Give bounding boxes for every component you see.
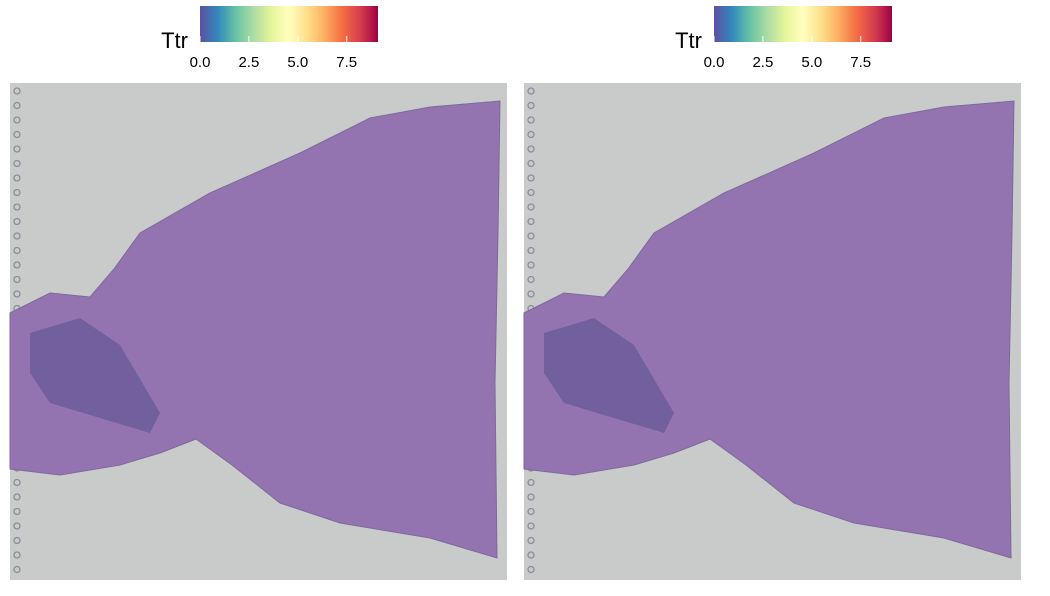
fiducial <box>527 246 535 255</box>
fiducial <box>13 232 21 240</box>
fiducial <box>13 101 21 110</box>
tissue-dark-region <box>30 318 160 433</box>
fiducial <box>527 130 535 139</box>
fiducial <box>527 159 535 168</box>
fiducial <box>527 87 535 95</box>
fiducial <box>527 101 535 110</box>
fiducial <box>527 493 535 501</box>
fiducial <box>527 290 535 298</box>
fiducial <box>527 565 535 574</box>
fiducial <box>13 493 21 501</box>
panel <box>9 83 507 580</box>
fiducial <box>13 87 21 95</box>
legend-title: Ttr <box>161 28 188 53</box>
fiducial <box>527 217 535 226</box>
colorbar-tick-label: 7.5 <box>850 54 871 71</box>
fiducial <box>13 159 21 168</box>
colorbar <box>714 6 892 42</box>
fiducial <box>527 536 535 545</box>
fiducial <box>527 507 535 516</box>
fiducial <box>527 203 535 211</box>
fiducial <box>13 551 21 559</box>
fiducial <box>13 522 21 530</box>
fiducial <box>13 246 21 255</box>
fiducial <box>13 188 21 197</box>
colorbar-tick-label: 5.0 <box>801 54 822 71</box>
fiducial <box>13 130 21 139</box>
colorbar-tick-label: 7.5 <box>336 54 357 71</box>
fiducial <box>527 174 535 182</box>
panel <box>523 83 1021 580</box>
fiducial <box>527 551 535 559</box>
fiducial <box>527 261 535 269</box>
fiducial <box>13 145 21 153</box>
fiducial <box>13 536 21 545</box>
fiducial <box>13 565 21 574</box>
fiducial <box>527 116 535 124</box>
colorbar-tick-label: 2.5 <box>752 54 773 71</box>
tissue <box>9 100 501 559</box>
tissue <box>523 100 1015 559</box>
colorbar-tick-label: 0.0 <box>704 54 725 71</box>
fiducial <box>13 203 21 211</box>
fiducial <box>527 275 535 284</box>
fiducial <box>13 290 21 298</box>
colorbar-tick-label: 5.0 <box>287 54 308 71</box>
colorbar-tick-label: 0.0 <box>190 54 211 71</box>
fiducial <box>527 188 535 197</box>
tissue-dark-region <box>544 318 674 433</box>
colorbar-tick-label: 2.5 <box>238 54 259 71</box>
legend-title: Ttr <box>675 28 702 53</box>
fiducial <box>527 478 535 487</box>
fiducial <box>13 217 21 226</box>
fiducial <box>13 116 21 124</box>
fiducial <box>527 145 535 153</box>
fiducial <box>527 522 535 530</box>
fiducial <box>13 275 21 284</box>
fiducial <box>13 507 21 516</box>
fiducial <box>13 478 21 487</box>
fiducial <box>527 232 535 240</box>
colorbar <box>200 6 378 42</box>
fiducial <box>13 261 21 269</box>
fiducial <box>13 174 21 182</box>
